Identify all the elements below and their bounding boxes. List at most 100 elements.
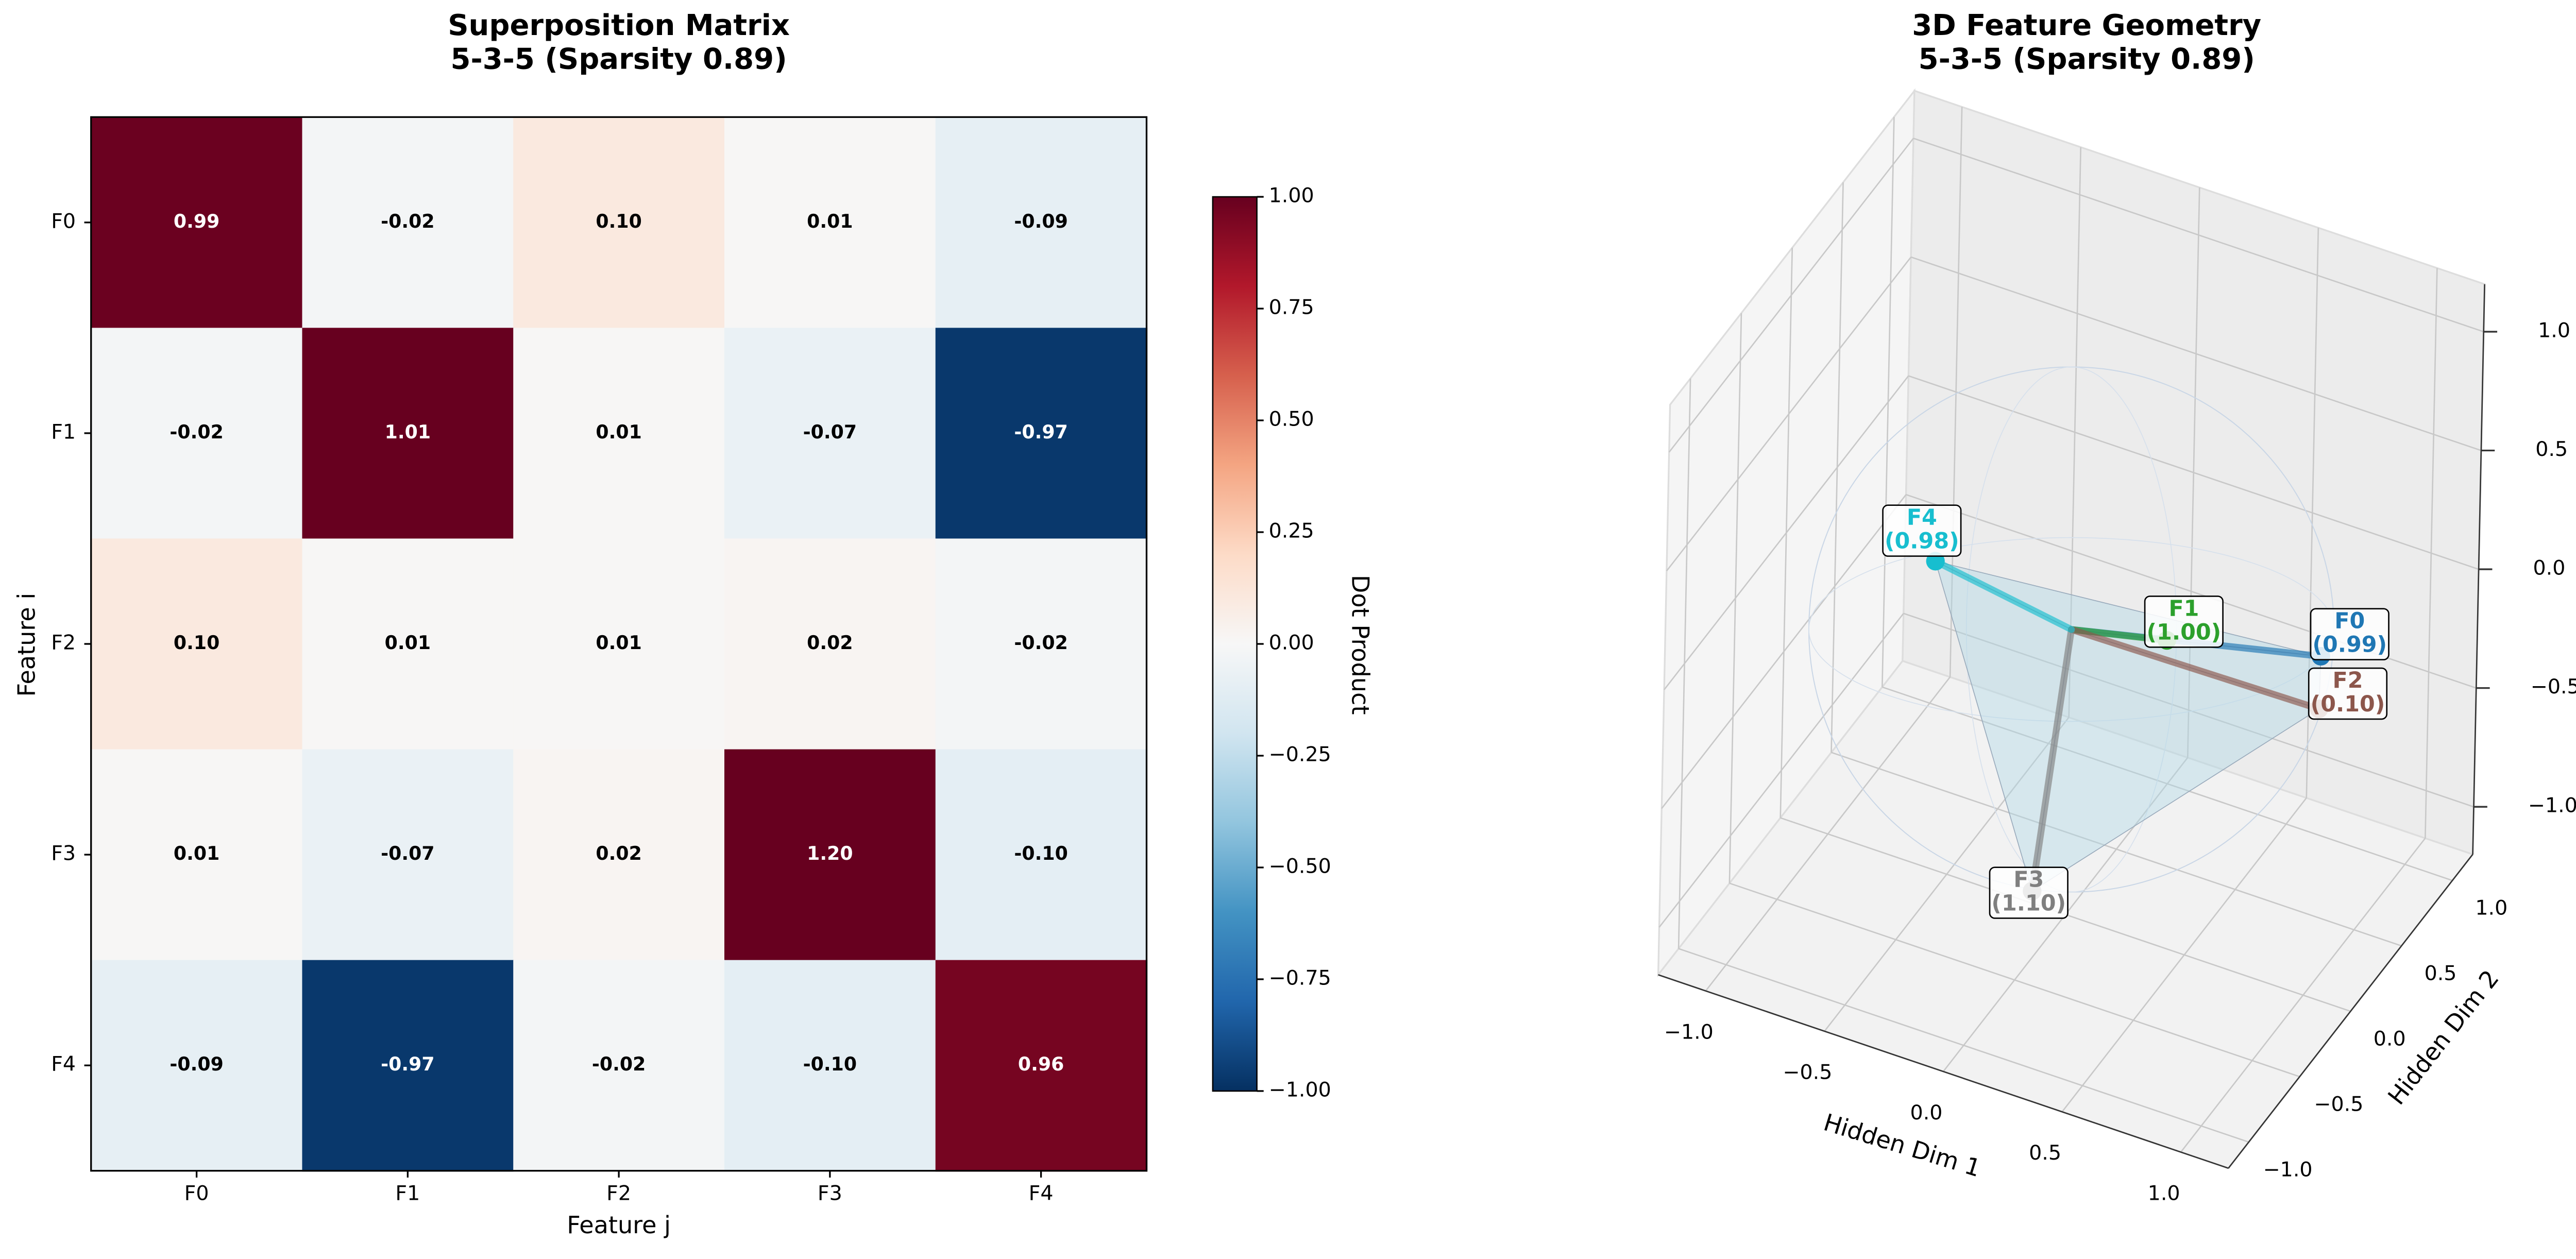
- cell-label: -0.10: [803, 1053, 857, 1075]
- x-tick-label: F3: [818, 1181, 842, 1205]
- x-axis-label: Hidden Dim 1: [1820, 1108, 1984, 1182]
- grid-line: [1729, 882, 2300, 1078]
- colorbar-tick-label: 0.00: [1269, 631, 1314, 654]
- colorbar-tick-label: −0.50: [1269, 854, 1331, 878]
- geometry-title: 3D Feature Geometry: [1912, 9, 2261, 42]
- x-axis-label: Feature j: [567, 1211, 671, 1239]
- grid-line: [1908, 375, 2479, 570]
- x-tick-label: F1: [395, 1181, 420, 1205]
- heatmap-cell: [513, 328, 725, 540]
- heatmap-cell: [513, 960, 725, 1172]
- heatmap-cell: [724, 328, 937, 540]
- x-tick-label: 0.0: [1910, 1101, 1943, 1125]
- y-axis-label: Feature i: [12, 593, 40, 697]
- feature-norm: (0.98): [1885, 529, 1959, 554]
- grid-line: [1913, 138, 2484, 333]
- cell-label: 0.10: [596, 210, 641, 232]
- cell-label: -0.02: [1014, 632, 1067, 654]
- heatmap-cell: [91, 749, 303, 961]
- heatmap-cell: [91, 328, 303, 540]
- heatmap-cell: [91, 960, 303, 1172]
- x-tick-label: F4: [1029, 1181, 1054, 1205]
- heatmap-cell: [513, 117, 725, 329]
- y-axis-line: [2228, 854, 2473, 1169]
- feature-norm: (0.10): [2311, 691, 2385, 717]
- z-tick-label: 0.5: [2535, 437, 2568, 461]
- cell-label: 0.01: [174, 842, 219, 864]
- heatmap-title: Superposition Matrix: [448, 9, 790, 42]
- heatmap-cell: [513, 749, 725, 961]
- heatmap-cell: [724, 749, 937, 961]
- colorbar-tick-label: −1.00: [1269, 1078, 1331, 1101]
- colorbar-tick-label: 1.00: [1269, 184, 1314, 208]
- heatmap-cell: [302, 960, 514, 1172]
- grid-line: [1661, 494, 1907, 809]
- heatmap-cell: [302, 328, 514, 540]
- grid-line: [1666, 257, 1912, 572]
- x-tick-label: −1.0: [1664, 1020, 1714, 1044]
- x-tick-label: F2: [606, 1181, 631, 1205]
- feature-name: F4: [1907, 505, 1937, 531]
- grid-line: [1903, 613, 2474, 808]
- geometry-subtitle: 5-3-5 (Sparsity 0.89): [1919, 43, 2255, 76]
- cell-label: -0.07: [381, 842, 434, 864]
- y-tick-label: F0: [51, 209, 76, 233]
- heatmap-cell: [302, 117, 514, 329]
- heatmap-subtitle: 5-3-5 (Sparsity 0.89): [451, 43, 787, 76]
- feature-name: F0: [2334, 608, 2365, 634]
- z-tick-label: −0.5: [2531, 675, 2576, 699]
- feature-name: F1: [2168, 596, 2199, 621]
- cell-label: -0.07: [803, 421, 857, 443]
- grid-line: [1668, 138, 1914, 453]
- x-axis-line: [1658, 974, 2229, 1169]
- feature-vector: [2028, 626, 2075, 895]
- feature-norm: (0.99): [2312, 632, 2387, 658]
- cell-label: 0.01: [596, 632, 641, 654]
- z-tick-label: 0.0: [2533, 556, 2566, 580]
- y-tick-label: 0.5: [2425, 962, 2457, 985]
- y-tick-label: F1: [51, 420, 76, 444]
- feature-vector: [1932, 557, 2075, 633]
- feature-norm: (1.00): [2146, 619, 2221, 645]
- cell-label: 0.10: [174, 632, 219, 654]
- colorbar: [1212, 196, 1258, 1092]
- cell-label: 0.99: [174, 210, 219, 232]
- cell-label: -0.97: [1014, 421, 1067, 443]
- cell-label: -0.09: [1014, 210, 1067, 232]
- feature-vector: [2068, 626, 2323, 712]
- feature-name: F3: [2013, 867, 2044, 893]
- heatmap-cell: [724, 117, 937, 329]
- y-tick-label: 1.0: [2475, 896, 2507, 920]
- cell-label: 0.02: [596, 842, 641, 864]
- annotation-box: [1989, 866, 2069, 919]
- feature-name: F2: [2332, 668, 2363, 693]
- cell-label: -0.97: [381, 1053, 434, 1075]
- x-tick-label: 1.0: [2148, 1181, 2180, 1205]
- z-tick-label: −1.0: [2528, 794, 2576, 818]
- heatmap-cell: [935, 328, 1148, 540]
- x-tick-label: 0.5: [2029, 1141, 2061, 1165]
- heatmap-cell: [302, 749, 514, 961]
- colorbar-tick-label: −0.75: [1269, 966, 1331, 990]
- colorbar-label: Dot Product: [1347, 575, 1375, 715]
- y-tick-label: F2: [51, 631, 76, 654]
- cell-label: -0.02: [170, 421, 223, 443]
- heatmap-cell: [935, 749, 1148, 961]
- colorbar-tick-label: 0.50: [1269, 407, 1314, 431]
- geometry-plot: −1.0 −0.5 0.0 0.5 1.0 −1.0 −0.5 0.0 0.5 1.0 −1.0 −0…: [1656, 88, 2576, 1205]
- y-tick-label: −1.0: [2263, 1158, 2313, 1181]
- y-tick-label: F4: [51, 1052, 76, 1076]
- cell-label: 1.20: [807, 842, 853, 864]
- grid-line: [1882, 686, 2453, 881]
- heatmap-cell: [724, 960, 937, 1172]
- x-tick-label: F0: [184, 1181, 209, 1205]
- annotation-box: [2310, 608, 2389, 660]
- colorbar-tick-label: 0.75: [1269, 296, 1314, 319]
- heatmap-cell: [935, 538, 1148, 751]
- cell-label: 0.96: [1018, 1053, 1064, 1075]
- x-tick-label: −0.5: [1783, 1061, 1832, 1084]
- cell-label: 0.01: [385, 632, 431, 654]
- y-tick-label: F3: [51, 842, 76, 865]
- cell-label: -0.02: [381, 210, 434, 232]
